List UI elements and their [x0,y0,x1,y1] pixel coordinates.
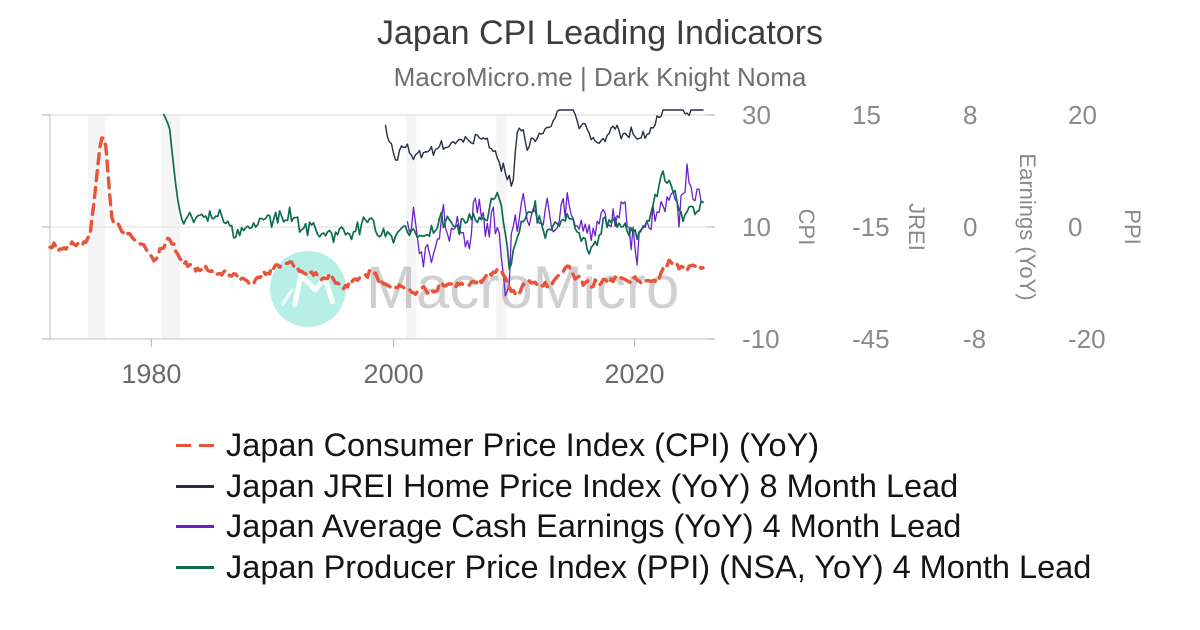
svg-text:10: 10 [742,212,771,242]
svg-text:PPI: PPI [1120,209,1145,244]
svg-text:-8: -8 [963,324,986,354]
svg-text:2020: 2020 [604,359,664,389]
svg-text:15: 15 [852,100,881,130]
svg-text:-45: -45 [852,324,890,354]
svg-text:-20: -20 [1068,324,1106,354]
svg-text:1980: 1980 [121,359,181,389]
svg-text:JREI: JREI [904,203,929,251]
svg-text:8: 8 [963,100,977,130]
svg-text:20: 20 [1068,100,1097,130]
svg-text:Earnings (YoY): Earnings (YoY) [1015,153,1040,300]
svg-text:-10: -10 [742,324,780,354]
svg-text:30: 30 [742,100,771,130]
svg-text:0: 0 [1068,212,1082,242]
svg-text:0: 0 [963,212,977,242]
svg-text:CPI: CPI [794,209,819,246]
svg-text:-15: -15 [852,212,890,242]
svg-text:2000: 2000 [364,359,424,389]
